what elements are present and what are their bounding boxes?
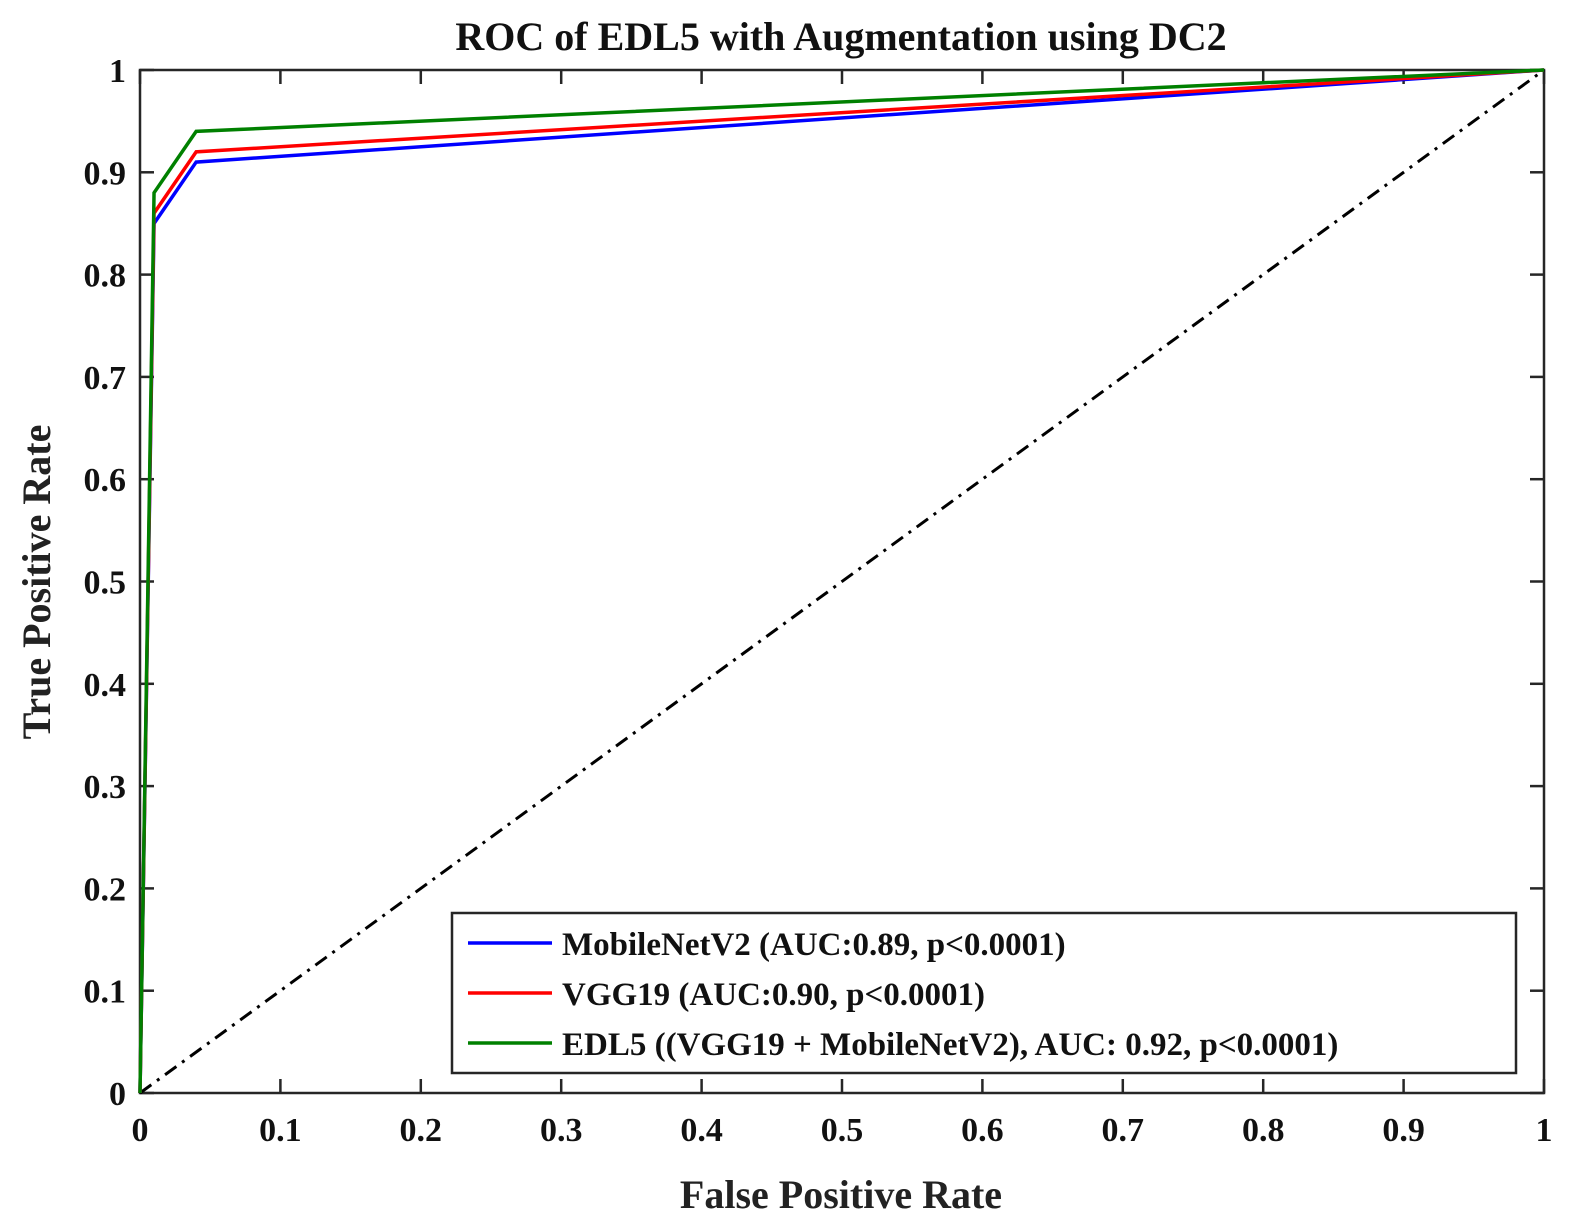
y-axis-label: True Positive Rate (14, 425, 59, 740)
y-tick-label: 0.2 (84, 871, 127, 908)
y-tick-label: 0.3 (84, 769, 127, 806)
x-tick-label: 1 (1536, 1112, 1553, 1149)
x-tick-label: 0.2 (400, 1112, 443, 1149)
x-tick-label: 0.6 (961, 1112, 1004, 1149)
legend-label-1: MobileNetV2 (AUC:0.89, p<0.0001) (562, 927, 1066, 963)
legend: MobileNetV2 (AUC:0.89, p<0.0001) VGG19 (A… (450, 911, 1518, 1075)
x-tick-label: 0.3 (540, 1112, 583, 1149)
plot-area: 0 0.1 0.2 0.3 0.4 0.5 0.6 0.7 0.8 0.9 1 0 0.1 0.2 0.3 0… (84, 53, 1553, 1149)
y-tick-label: 0.5 (84, 565, 127, 602)
x-tick-label: 0.1 (259, 1112, 302, 1149)
y-tick-label: 0.8 (84, 258, 127, 295)
legend-label-2: VGG19 (AUC:0.90, p<0.0001) (562, 977, 985, 1013)
y-tick-label: 0 (109, 1076, 126, 1113)
y-tick-label: 1 (109, 53, 126, 90)
x-tick-label: 0.9 (1382, 1112, 1425, 1149)
series-line-3 (138, 68, 1545, 1094)
x-tick-label: 0.8 (1242, 1112, 1285, 1149)
x-axis-label: False Positive Rate (680, 1172, 1002, 1217)
y-tick-label: 0.7 (84, 360, 127, 397)
x-tick-label: 0.4 (680, 1112, 723, 1149)
y-tick-label: 0.6 (84, 462, 127, 499)
y-tick-label: 0.1 (84, 974, 127, 1011)
chart-title: ROC of EDL5 with Augmentation using DC2 (455, 14, 1226, 59)
x-tick-label: 0.5 (821, 1112, 864, 1149)
chance-diagonal-line (139, 68, 1545, 1095)
y-tick-label: 0.9 (84, 155, 127, 192)
x-tick-label: 0.7 (1102, 1112, 1145, 1149)
x-tick-label: 0 (132, 1112, 149, 1149)
y-tick-label: 0.4 (84, 667, 127, 704)
legend-label-3: EDL5 ((VGG19 + MobileNetV2), AUC: 0.92, … (562, 1027, 1338, 1063)
legend-box (450, 911, 1518, 1075)
